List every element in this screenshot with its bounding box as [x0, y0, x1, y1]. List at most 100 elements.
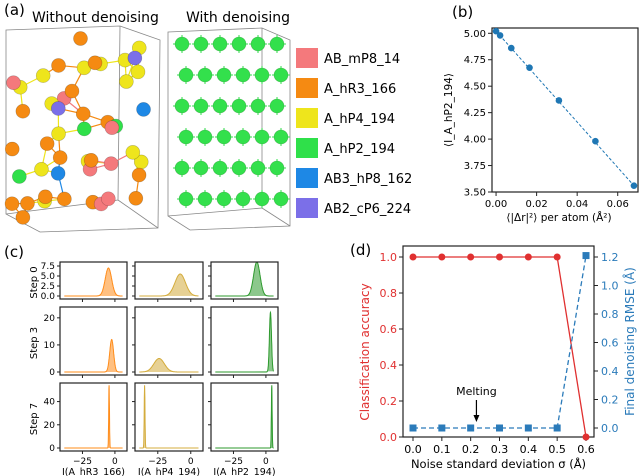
atom: [73, 31, 88, 46]
atom: [174, 98, 190, 114]
axes-frame: [134, 382, 204, 452]
panel-d-label: (d): [350, 241, 371, 259]
atom: [20, 196, 35, 211]
data-point: [492, 27, 500, 35]
data-point: [555, 97, 563, 104]
structure-legend: AB_mP8_14 A_hR3_166 A_hP4_194 A_hP2_194 AB3_…: [296, 48, 412, 218]
histogram: [139, 385, 199, 449]
data-point: [496, 32, 504, 39]
y-tick-label: 7.5: [41, 262, 55, 272]
x-axis-label: Noise standard deviation σ (Å): [411, 456, 586, 471]
y-tick-label: 20: [44, 314, 56, 324]
accuracy-point: [582, 433, 590, 441]
accuracy-point: [438, 253, 446, 261]
legend-swatch: [296, 48, 318, 68]
atom: [216, 129, 232, 145]
atom: [103, 156, 119, 171]
x-axis-label: I(A_hP2_194): [213, 467, 275, 476]
atom: [174, 160, 190, 176]
data-point: [630, 182, 638, 189]
x-tick-label: 0: [188, 457, 194, 467]
atom: [273, 129, 289, 145]
x-tick-label: −25: [73, 457, 92, 467]
atom: [50, 101, 66, 116]
atom: [216, 191, 232, 207]
atom: [51, 126, 66, 141]
right-y-tick-label: 0.0: [601, 422, 619, 435]
legend-swatch: [296, 198, 318, 218]
data-point: [592, 137, 599, 145]
atom: [269, 36, 285, 52]
y-tick-label: 0: [49, 368, 55, 378]
atom: [235, 67, 251, 83]
axes-frame: [59, 306, 128, 376]
x-tick-label: 0: [112, 457, 118, 467]
rmse-point: [496, 424, 503, 432]
atom: [212, 160, 228, 176]
x-tick-label: 0.4: [520, 443, 538, 456]
x-tick-label: −25: [148, 457, 167, 467]
rmse-point: [438, 424, 446, 432]
row-label: Step 0: [29, 266, 40, 298]
accuracy-point: [467, 253, 475, 261]
x-tick-label: 0.5: [548, 443, 566, 456]
atom: [269, 160, 285, 176]
atom: [269, 98, 285, 114]
x-axis-label: ⟨|Δr|²⟩ per atom (Å²): [506, 211, 611, 224]
atom: [130, 64, 146, 80]
left-y-axis-label: Classification accuracy: [358, 283, 372, 420]
y-tick-label: 5.00: [464, 29, 486, 40]
y-tick-label: 20: [44, 421, 56, 431]
atom: [4, 196, 20, 212]
melting-annotation: Melting: [456, 385, 497, 398]
atom: [273, 191, 289, 207]
atom: [235, 129, 251, 145]
atom: [127, 50, 143, 66]
x-tick-label: −25: [224, 457, 243, 467]
x-tick-label: 0: [263, 457, 269, 467]
panel-d-chart: 0.0 0.2 0.4 0.6 0.8 1.0 0.0 0.2 0.4 0.6 0.8 1.0 1.2 0…: [358, 245, 637, 471]
axes-frame: [210, 306, 279, 376]
accuracy-point: [409, 253, 417, 261]
right-y-axis-label: Final denoising RMSE (Å): [622, 267, 637, 416]
title-with-denoising: With denoising: [186, 10, 290, 26]
data-point: [526, 64, 533, 71]
histogram: [215, 261, 274, 297]
legend-item: A_hR3_166: [296, 78, 396, 98]
atom: [35, 68, 51, 83]
legend-item: A_hP2_194: [296, 138, 395, 158]
atom: [15, 210, 31, 225]
histogram: [215, 385, 274, 449]
atom: [57, 191, 72, 207]
legend-label: A_hR3_166: [324, 82, 396, 97]
rmse-line: [413, 255, 587, 429]
right-y-tick-label: 0.6: [601, 337, 619, 350]
y-tick-label: 4.00: [464, 135, 486, 146]
atom: [50, 166, 66, 181]
atom: [39, 136, 55, 151]
x-tick-label: 0.0: [404, 443, 422, 456]
atom: [250, 160, 266, 176]
y-tick-label: 0.0: [41, 292, 56, 302]
axes-frame: [210, 261, 279, 300]
atom: [235, 191, 251, 207]
axes-frame: [59, 261, 128, 300]
atom: [197, 67, 213, 83]
y-tick-label: 4.75: [464, 55, 486, 66]
rmse-point: [467, 424, 475, 432]
atom: [254, 129, 270, 145]
rmse-point: [582, 252, 590, 260]
y-tick-label: 2.5: [41, 282, 55, 292]
panel-a: (a) Without denoising With denoising AB_…: [4, 1, 412, 233]
rmse-point: [553, 424, 561, 432]
axes-frame: [59, 382, 128, 452]
structure-without-denoising: [4, 25, 161, 233]
data-point: [507, 44, 515, 52]
legend-label: AB_mP8_14: [324, 52, 400, 67]
right-y-tick-label: 0.2: [601, 394, 619, 407]
atom: [174, 36, 190, 52]
atom: [193, 98, 209, 114]
legend-item: AB_mP8_14: [296, 48, 400, 68]
atom: [38, 189, 53, 205]
x-tick-label: 0.1: [433, 443, 451, 456]
